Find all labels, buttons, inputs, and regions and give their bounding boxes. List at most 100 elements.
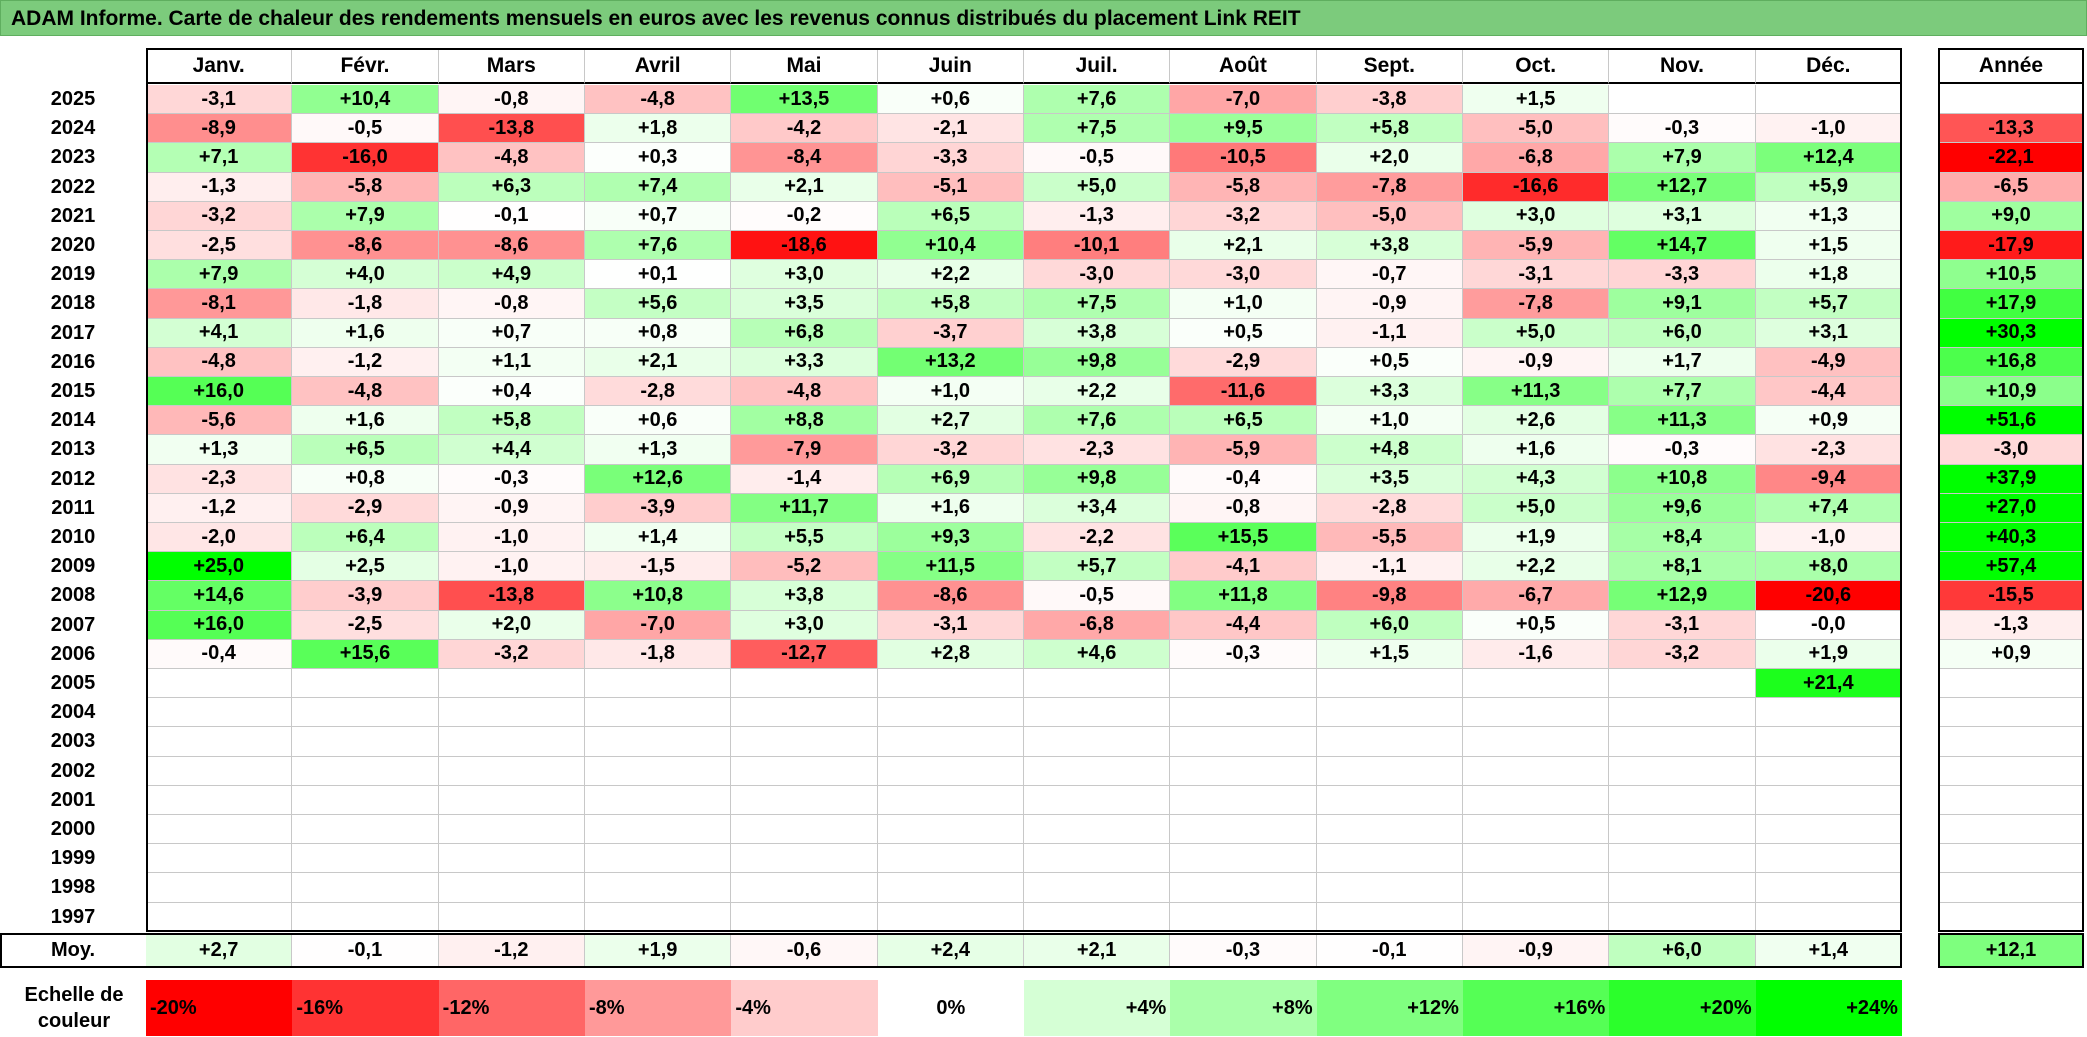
heatmap-cell: [1462, 756, 1610, 786]
average-cell: -0,1: [292, 934, 439, 967]
heatmap-cell: +2,1: [584, 347, 732, 377]
heatmap-cell: [292, 727, 439, 757]
annual-cell: [1938, 757, 2084, 786]
year-label: 2004: [50, 701, 96, 724]
heatmap-cell: -2,3: [146, 464, 293, 494]
heatmap-cell: [292, 844, 439, 874]
heatmap-cell: [731, 756, 878, 786]
heatmap-cell: [1462, 815, 1610, 845]
heatmap-cell: +5,8: [1316, 114, 1463, 144]
color-scale-swatch: +8%: [1170, 980, 1317, 1036]
heatmap-cell: [1023, 727, 1171, 757]
heatmap-cell: +7,6: [584, 231, 732, 261]
heatmap-cell: +7,7: [1609, 377, 1756, 407]
heatmap-cell: +6,5: [292, 435, 439, 465]
heatmap-cell: [877, 873, 1024, 903]
heatmap-cell: -8,6: [877, 581, 1024, 611]
heatmap-cell: [1316, 785, 1463, 815]
year-label: 2022: [50, 175, 96, 198]
heatmap-cell: -3,2: [438, 639, 585, 669]
heatmap-cell: -3,8: [1316, 85, 1463, 115]
heatmap-cell: -2,3: [1755, 435, 1902, 465]
title-bar: ADAM Informe. Carte de chaleur des rende…: [0, 0, 2087, 36]
heatmap-cell: [1023, 844, 1171, 874]
heatmap-cell: +1,1: [438, 347, 585, 377]
heatmap-cell: -5,6: [146, 406, 293, 436]
heatmap-cell: +6,9: [877, 464, 1024, 494]
heatmap-cell: +7,1: [146, 143, 293, 173]
heatmap-cell: [731, 669, 878, 699]
heatmap-cell: +7,4: [584, 172, 732, 202]
heatmap-cell: +13,5: [731, 85, 878, 115]
heatmap-cell: -2,5: [292, 610, 439, 640]
heatmap-cell: [292, 815, 439, 845]
heatmap-cell: -3,2: [1170, 201, 1317, 231]
heatmap-cell: -0,0: [1755, 610, 1902, 640]
heatmap-cell: [1755, 902, 1902, 932]
heatmap-cell: -3,1: [1462, 260, 1610, 290]
heatmap-cell: [1462, 698, 1610, 728]
annual-cell: [1938, 873, 2084, 903]
heatmap-cell: +1,5: [1316, 639, 1463, 669]
heatmap-cell: +0,8: [584, 318, 732, 348]
heatmap-cell: [1755, 698, 1902, 728]
heatmap-cell: -3,2: [1609, 639, 1756, 669]
heatmap-cell: +12,7: [1609, 172, 1756, 202]
heatmap-cell: [1170, 902, 1317, 932]
heatmap-cell: +2,2: [877, 260, 1024, 290]
heatmap-cell: -1,3: [1023, 201, 1171, 231]
heatmap-cell: +1,0: [1170, 289, 1317, 319]
heatmap-cell: +11,5: [877, 552, 1024, 582]
heatmap-cell: +14,6: [146, 581, 293, 611]
heatmap-cell: [1609, 85, 1756, 115]
year-label: 2006: [50, 642, 96, 665]
heatmap-cell: +7,6: [1023, 406, 1171, 436]
annual-cell: [1938, 844, 2084, 874]
average-cell: +1,4: [1755, 934, 1902, 967]
month-header: Févr.: [292, 50, 439, 84]
annual-cell: +30,3: [1938, 318, 2084, 348]
heatmap-cell: +12,6: [584, 464, 732, 494]
annual-cell: +40,3: [1938, 523, 2084, 553]
heatmap-cell: +1,4: [584, 523, 732, 553]
heatmap-cell: -4,8: [438, 143, 585, 173]
heatmap-cell: -1,0: [1755, 523, 1902, 553]
annual-cell: [1938, 903, 2084, 932]
heatmap-cell: +9,1: [1609, 289, 1756, 319]
heatmap-cell: [731, 815, 878, 845]
heatmap-cell: [438, 698, 585, 728]
year-label: 1998: [50, 876, 96, 899]
year-label: 2017: [50, 321, 96, 344]
heatmap-cell: [292, 698, 439, 728]
heatmap-cell: [1170, 785, 1317, 815]
heatmap-cell: +11,3: [1462, 377, 1610, 407]
heatmap-cell: +1,0: [877, 377, 1024, 407]
heatmap-cell: -0,5: [1023, 581, 1171, 611]
heatmap-cell: -2,1: [877, 114, 1024, 144]
heatmap-cell: [292, 873, 439, 903]
heatmap-cell: [438, 902, 585, 932]
heatmap-cell: -8,9: [146, 114, 293, 144]
heatmap-cell: [438, 873, 585, 903]
heatmap-cell: -5,8: [292, 172, 439, 202]
heatmap-cell: -12,7: [731, 639, 878, 669]
heatmap-cell: -8,1: [146, 289, 293, 319]
year-label: 1999: [50, 847, 96, 870]
heatmap-cell: -0,8: [438, 85, 585, 115]
heatmap-cell: +2,2: [1023, 377, 1171, 407]
average-label: Moy.: [50, 939, 96, 961]
heatmap-cell: -5,9: [1170, 435, 1317, 465]
heatmap-cell: [1023, 698, 1171, 728]
heatmap-cell: +3,8: [1316, 231, 1463, 261]
month-header: Déc.: [1755, 50, 1902, 84]
heatmap-cell: [1755, 756, 1902, 786]
heatmap-cell: +4,6: [1023, 639, 1171, 669]
heatmap-cell: +3,1: [1755, 318, 1902, 348]
annual-cell: +27,0: [1938, 493, 2084, 523]
heatmap-cell: +15,5: [1170, 523, 1317, 553]
heatmap-cell: +13,2: [877, 347, 1024, 377]
heatmap-cell: -2,3: [1023, 435, 1171, 465]
month-header: Oct.: [1462, 50, 1610, 84]
heatmap-cell: +6,5: [877, 201, 1024, 231]
color-scale-swatch: -8%: [584, 980, 732, 1036]
